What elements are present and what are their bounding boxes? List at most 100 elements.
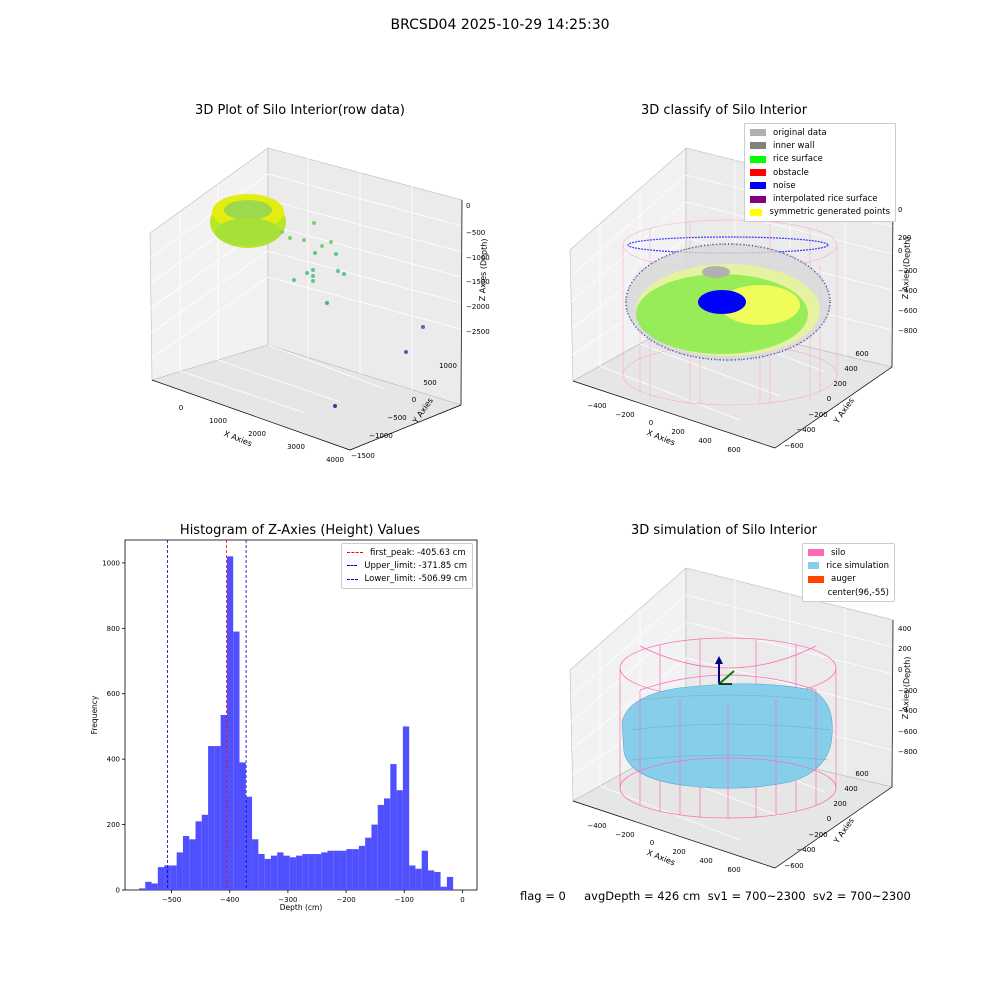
histogram-bar bbox=[208, 746, 215, 890]
simulation-x-tick-label: 200 bbox=[672, 848, 685, 856]
classify-y-tick-label: 200 bbox=[833, 380, 846, 388]
histogram-bar bbox=[214, 746, 221, 890]
classify-z-tick-label: 0 bbox=[898, 206, 902, 214]
histogram-ticks: −500 −400 −300 −200 −100 0 0 200 400 600 800 1000 bbox=[102, 559, 465, 904]
histogram-bar bbox=[182, 836, 190, 890]
histogram-bar bbox=[428, 870, 435, 890]
simulation-y-tick-label: −200 bbox=[808, 831, 827, 839]
simulation-y-tick-label: 0 bbox=[827, 815, 831, 823]
histogram-y-tick-label: 200 bbox=[107, 821, 120, 829]
legend-swatch bbox=[750, 155, 766, 163]
legend-entry: noise bbox=[750, 179, 890, 192]
classify-legend: original data inner wall rice surface obsta… bbox=[744, 123, 896, 223]
legend-label: auger bbox=[831, 574, 856, 585]
histogram-bar bbox=[270, 855, 278, 890]
classify-z-tick-label: 0 bbox=[898, 247, 902, 255]
histogram-bar bbox=[239, 762, 246, 890]
legend-label: center(96,-55) bbox=[827, 587, 889, 598]
raw-x-tick-label: 4000 bbox=[326, 456, 344, 464]
legend-label: silo bbox=[831, 547, 846, 558]
raw-z-tick-label: −500 bbox=[466, 229, 485, 237]
histogram-x-tick-label: −500 bbox=[162, 896, 181, 904]
histogram-bar bbox=[252, 839, 259, 890]
simulation-x-tick-label: 400 bbox=[699, 857, 712, 865]
legend-swatch bbox=[808, 589, 821, 596]
histogram-bar bbox=[434, 872, 441, 890]
raw-x-tick-label: 0 bbox=[179, 404, 183, 412]
histogram-bar bbox=[333, 850, 341, 890]
legend-swatch bbox=[750, 182, 766, 190]
figure-title: BRCSD04 2025-10-29 14:25:30 bbox=[390, 17, 610, 33]
raw-y-tick-label: −500 bbox=[387, 414, 406, 422]
raw-plot-title: 3D Plot of Silo Interior(row data) bbox=[195, 103, 405, 118]
raw-y-tick-label: −1500 bbox=[351, 452, 375, 460]
classify-z-tick-label: −200 bbox=[898, 267, 917, 275]
legend-swatch bbox=[808, 575, 824, 583]
histogram-y-tick-label: 800 bbox=[107, 625, 120, 633]
simulation-rice-surface bbox=[621, 683, 833, 789]
histogram-x-tick-label: −400 bbox=[220, 896, 239, 904]
simulation-z-tick-label: −200 bbox=[898, 687, 917, 695]
legend-entry: Lower_limit: -506.99 cm bbox=[347, 573, 467, 586]
legend-label: inner wall bbox=[773, 140, 815, 151]
simulation-zlabel: Z Axies (Depth) bbox=[901, 656, 912, 719]
classify-y-tick-label: 0 bbox=[827, 395, 831, 403]
simulation-z-tick-label: 400 bbox=[898, 625, 911, 633]
simulation-y-tick-label: 400 bbox=[844, 785, 857, 793]
histogram-bar bbox=[189, 839, 196, 890]
legend-entry: Upper_limit: -371.85 cm bbox=[347, 559, 467, 572]
legend-entry: rice simulation bbox=[808, 559, 889, 572]
histogram-bar bbox=[170, 865, 177, 890]
simulation-y-tick-label: 200 bbox=[833, 800, 846, 808]
raw-y-tick-label: 1000 bbox=[439, 362, 457, 370]
simulation-silo-mesh-front bbox=[619, 690, 837, 819]
histogram-bar bbox=[296, 855, 303, 890]
legend-label: rice simulation bbox=[826, 560, 889, 571]
histogram-bar bbox=[352, 849, 359, 890]
histogram-bar bbox=[138, 888, 146, 890]
legend-label: interpolated rice surface bbox=[773, 194, 878, 205]
simulation-y-tick-label: 600 bbox=[855, 770, 868, 778]
histogram-bar bbox=[302, 854, 309, 890]
histogram-bar bbox=[157, 867, 165, 890]
simulation-z-tick-label: 200 bbox=[898, 645, 911, 653]
classify-y-tick-label: −400 bbox=[796, 426, 815, 434]
simulation-x-tick-label: −400 bbox=[587, 822, 606, 830]
raw-z-tick-label: −2000 bbox=[466, 303, 490, 311]
legend-label: symmetric generated points bbox=[769, 207, 890, 218]
simulation-z-tick-label: 0 bbox=[898, 666, 902, 674]
legend-entry: inner wall bbox=[750, 139, 890, 152]
histogram-x-tick-label: −100 bbox=[395, 896, 414, 904]
histogram-bar bbox=[446, 876, 454, 890]
histogram-y-tick-label: 0 bbox=[116, 887, 120, 895]
histogram-bar bbox=[226, 556, 234, 890]
histogram-bar bbox=[176, 852, 183, 890]
histogram-legend: first_peak: -405.63 cm Upper_limit: -371.… bbox=[341, 543, 473, 589]
raw-z-tick-label: −1500 bbox=[466, 278, 490, 286]
raw-z-tick-label: 0 bbox=[466, 202, 470, 210]
raw-x-tick-label: 2000 bbox=[248, 430, 266, 438]
histogram-bar bbox=[421, 850, 429, 890]
legend-entry: original data bbox=[750, 126, 890, 139]
histogram-bar bbox=[402, 726, 410, 890]
histogram-bar bbox=[390, 764, 397, 890]
classify-x-tick-label: 400 bbox=[698, 437, 711, 445]
histogram-bar bbox=[415, 868, 422, 890]
classify-z-tick-label: −600 bbox=[898, 307, 917, 315]
status-line: flag = 0 avgDepth = 426 cm sv1 = 700~230… bbox=[520, 889, 911, 903]
legend-swatch bbox=[347, 565, 358, 567]
raw-x-tick-label: 3000 bbox=[287, 443, 305, 451]
legend-swatch bbox=[750, 195, 766, 203]
classify-inner-wall bbox=[625, 236, 831, 361]
legend-swatch bbox=[750, 129, 766, 137]
raw-y-tick-label: 500 bbox=[423, 379, 436, 387]
legend-swatch bbox=[750, 142, 766, 150]
classify-x-tick-label: −400 bbox=[587, 402, 606, 410]
histogram-ylabel: Frequency bbox=[90, 695, 99, 734]
classify-z-tick-label: 200 bbox=[898, 234, 911, 242]
histogram-bar bbox=[409, 865, 416, 890]
histogram-reference-lines bbox=[167, 540, 247, 890]
legend-swatch bbox=[347, 578, 358, 580]
legend-label: original data bbox=[773, 127, 827, 138]
